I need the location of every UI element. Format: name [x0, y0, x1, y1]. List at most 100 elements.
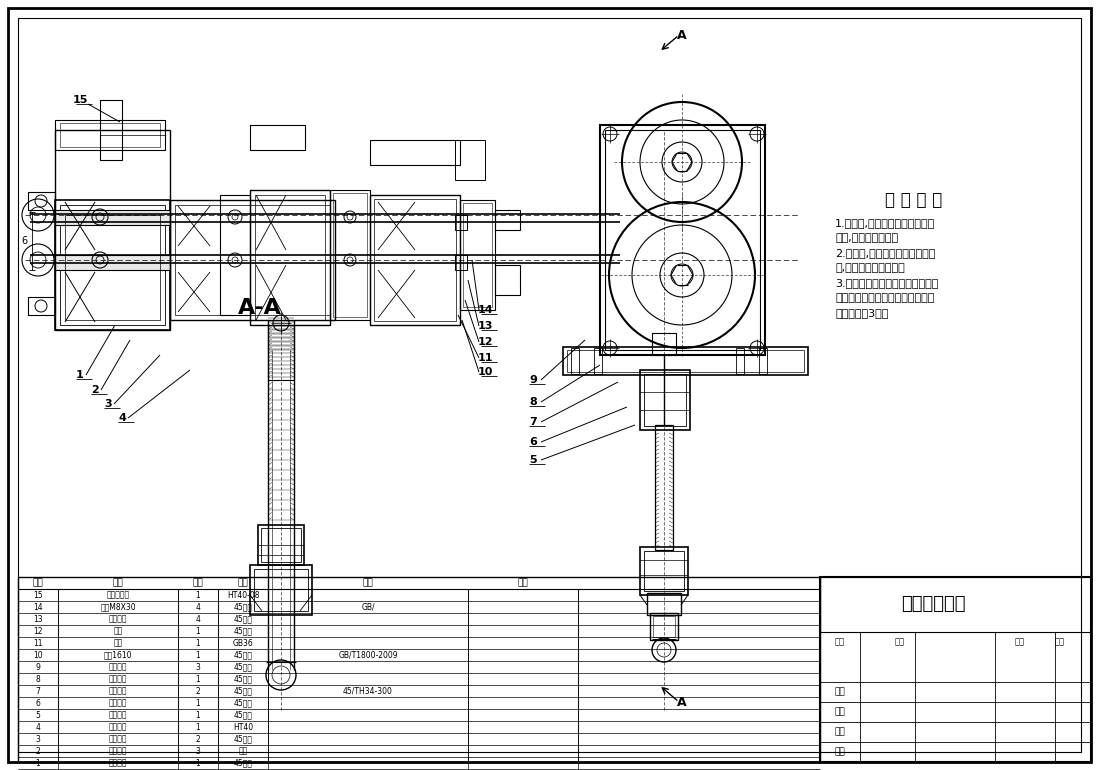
Bar: [258, 525, 304, 565]
Text: 活,不得有卡阻、异响；: 活,不得有卡阻、异响；: [835, 263, 904, 273]
Text: 1: 1: [196, 651, 200, 659]
Bar: [495, 265, 520, 295]
Text: 3: 3: [196, 746, 200, 755]
Text: 1: 1: [196, 758, 200, 768]
Bar: [175, 205, 330, 315]
Text: 45号钢: 45号钢: [233, 698, 253, 708]
Text: 1: 1: [76, 370, 84, 380]
Bar: [495, 210, 520, 230]
Text: 10: 10: [477, 367, 492, 377]
Bar: [55, 255, 170, 270]
Text: 8: 8: [529, 397, 537, 407]
Text: 45号钢: 45号钢: [233, 758, 253, 768]
Text: 12: 12: [33, 627, 43, 635]
Text: 校对: 校对: [834, 728, 845, 736]
Text: HT40-08: HT40-08: [226, 591, 259, 600]
Text: 45/TH34-300: 45/TH34-300: [343, 687, 393, 695]
Bar: [60, 205, 165, 325]
Text: 2: 2: [35, 746, 41, 755]
Bar: [647, 593, 681, 615]
Text: 质量: 质量: [1055, 638, 1065, 647]
Text: 15: 15: [73, 95, 88, 105]
Bar: [374, 199, 456, 321]
Text: 可调机座: 可调机座: [109, 722, 127, 732]
Bar: [55, 120, 165, 150]
Text: 端盖螺母: 端盖螺母: [109, 614, 127, 624]
Bar: [55, 210, 170, 225]
Bar: [249, 125, 306, 150]
Text: 5: 5: [35, 711, 41, 719]
Bar: [593, 348, 602, 374]
Text: 比例: 比例: [835, 638, 845, 647]
Text: 4: 4: [196, 602, 200, 611]
Text: 14: 14: [33, 602, 43, 611]
Text: 审核: 审核: [834, 708, 845, 717]
Text: 调节螺母: 调节螺母: [109, 698, 127, 708]
Text: 2: 2: [91, 385, 99, 395]
Text: 3: 3: [196, 662, 200, 671]
Text: 2: 2: [196, 687, 200, 695]
Text: 图号: 图号: [363, 578, 374, 588]
Text: 1: 1: [35, 758, 41, 768]
Text: 7: 7: [529, 417, 537, 427]
Bar: [220, 195, 249, 315]
Text: 5: 5: [530, 455, 536, 465]
Text: 液封: 液封: [113, 627, 123, 635]
Bar: [455, 215, 467, 230]
Bar: [170, 200, 335, 320]
Text: 干净,无杂物、异物；: 干净,无杂物、异物；: [835, 233, 898, 243]
Text: A: A: [677, 28, 687, 42]
Text: 45号钢: 45号钢: [233, 602, 253, 611]
Text: 8: 8: [35, 675, 41, 684]
Text: 用垫片调整位置，同一位置垫片数: 用垫片调整位置，同一位置垫片数: [835, 293, 934, 303]
Bar: [567, 350, 804, 372]
Text: 45号钢: 45号钢: [233, 711, 253, 719]
Text: 调节螺套: 调节螺套: [109, 662, 127, 671]
Bar: [255, 195, 325, 320]
Text: HT40: HT40: [233, 722, 253, 732]
Text: 批准: 批准: [834, 688, 845, 697]
Bar: [606, 130, 761, 350]
Text: 6: 6: [529, 437, 537, 447]
Text: 调节螺套: 调节螺套: [109, 675, 127, 684]
Text: 6: 6: [35, 698, 41, 708]
Text: 4: 4: [196, 614, 200, 624]
Text: 1.装配前,所有零件应用洗油清洗: 1.装配前,所有零件应用洗油清洗: [835, 218, 935, 228]
Text: 12: 12: [477, 337, 492, 347]
Bar: [249, 190, 330, 325]
Bar: [820, 577, 1091, 632]
Bar: [100, 100, 122, 160]
Text: 1: 1: [196, 698, 200, 708]
Text: 螺钉: 螺钉: [113, 638, 123, 648]
Bar: [65, 215, 160, 320]
Text: 1: 1: [196, 627, 200, 635]
Text: 1: 1: [196, 675, 200, 684]
Text: 4: 4: [35, 722, 41, 732]
Text: 备注: 备注: [518, 578, 529, 588]
Text: 输出法兰: 输出法兰: [109, 758, 127, 768]
Text: 调节螺母: 调节螺母: [109, 711, 127, 719]
Text: 1: 1: [196, 638, 200, 648]
Text: 端钉M8X30: 端钉M8X30: [100, 602, 136, 611]
Text: 固定轴轴座: 固定轴轴座: [107, 591, 130, 600]
Text: 数量: 数量: [1015, 638, 1025, 647]
Text: 45号钢: 45号钢: [233, 662, 253, 671]
Bar: [655, 425, 673, 550]
Bar: [820, 577, 1091, 762]
Bar: [736, 348, 744, 374]
Text: 45号钢: 45号钢: [233, 627, 253, 635]
Text: 量不能超过3片。: 量不能超过3片。: [835, 308, 888, 318]
Text: 橡胶: 橡胶: [238, 746, 247, 755]
Bar: [330, 190, 370, 320]
Text: 9: 9: [35, 662, 41, 671]
Text: 45号钢: 45号钢: [233, 687, 253, 695]
Bar: [370, 195, 460, 325]
Bar: [260, 528, 301, 562]
Bar: [563, 347, 808, 375]
Bar: [370, 140, 460, 165]
Text: 13: 13: [33, 614, 43, 624]
Text: GB/: GB/: [362, 602, 375, 611]
Text: 9: 9: [529, 375, 537, 385]
Text: 11: 11: [477, 353, 492, 363]
Bar: [455, 255, 467, 270]
